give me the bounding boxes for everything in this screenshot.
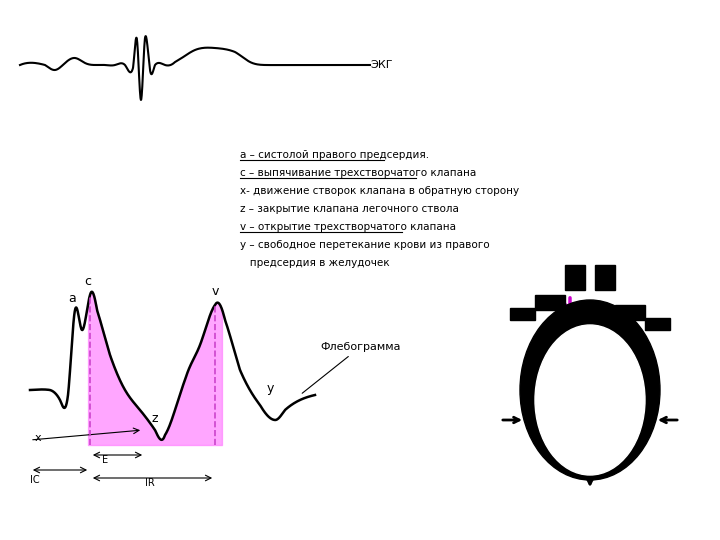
Text: с – выпячивание трехстворчатого клапана: с – выпячивание трехстворчатого клапана	[240, 168, 476, 178]
Ellipse shape	[535, 325, 645, 475]
Text: a: a	[68, 292, 76, 305]
Text: z: z	[152, 412, 158, 425]
Bar	[510, 308, 535, 320]
Text: IC: IC	[30, 475, 40, 485]
Text: а – систолой правого предсердия.: а – систолой правого предсердия.	[240, 150, 429, 160]
Bar	[535, 295, 565, 310]
Text: z – закрытие клапана легочного ствола: z – закрытие клапана легочного ствола	[240, 204, 459, 214]
Ellipse shape	[520, 300, 660, 480]
Bar	[595, 265, 615, 290]
Text: v – открытие трехстворчатого клапана: v – открытие трехстворчатого клапана	[240, 222, 456, 232]
Text: x: x	[35, 433, 42, 443]
Bar	[615, 305, 645, 320]
Text: v: v	[211, 285, 219, 298]
Text: Флебограмма: Флебограмма	[302, 342, 400, 393]
Bar	[565, 265, 585, 290]
Text: E: E	[102, 455, 108, 465]
Text: y: y	[266, 382, 274, 395]
Text: ЭКГ: ЭКГ	[370, 60, 392, 70]
Text: у – свободное перетекание крови из правого: у – свободное перетекание крови из право…	[240, 240, 490, 250]
Text: с: с	[84, 275, 91, 288]
Text: х- движение створок клапана в обратную сторону: х- движение створок клапана в обратную с…	[240, 186, 519, 196]
Bar	[645, 318, 670, 330]
Text: IR: IR	[145, 478, 155, 488]
Text: предсердия в желудочек: предсердия в желудочек	[240, 258, 390, 268]
